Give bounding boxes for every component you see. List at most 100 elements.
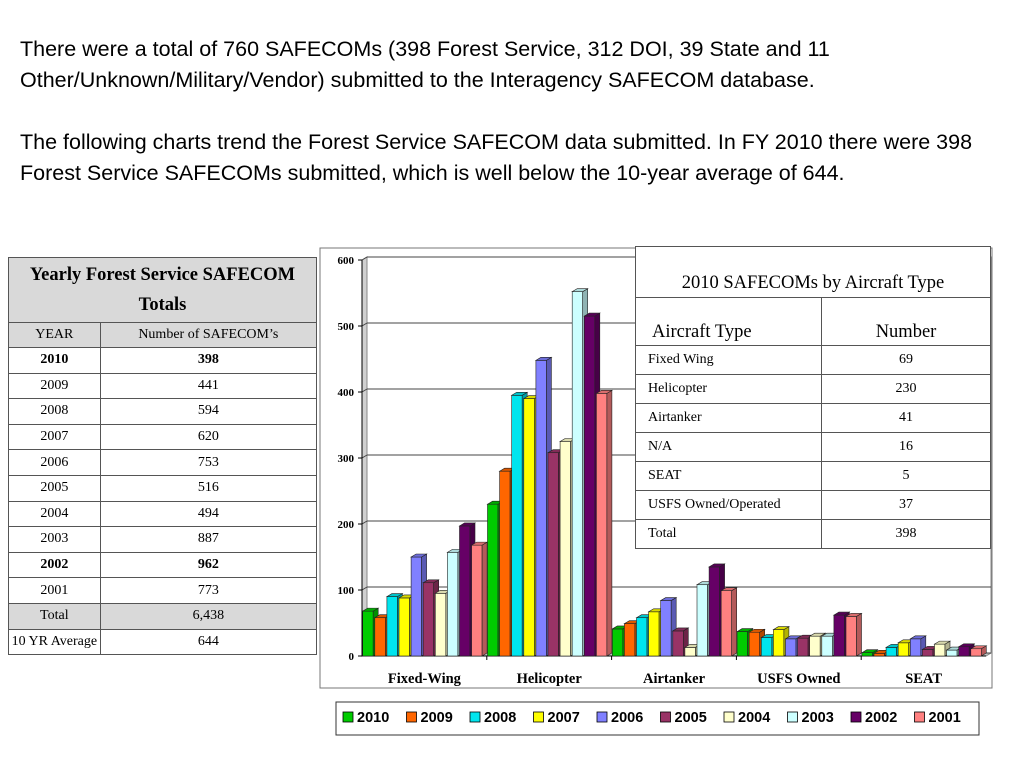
year-cell: 2002 bbox=[8, 551, 101, 579]
legend-label: 2004 bbox=[738, 710, 770, 726]
bar bbox=[636, 617, 648, 657]
bar-top bbox=[422, 579, 440, 584]
year-cell: 2007 bbox=[8, 423, 101, 451]
bar bbox=[547, 452, 559, 657]
year-cell: 2006 bbox=[8, 449, 101, 476]
legend-swatch bbox=[469, 711, 481, 723]
bar bbox=[909, 638, 922, 657]
yearly-table-title: Yearly Forest Service SAFECOM Totals bbox=[8, 257, 317, 323]
y-tick-label: 0 bbox=[349, 651, 355, 663]
y-tick-label: 500 bbox=[338, 321, 355, 333]
y-tick-label: 600 bbox=[338, 255, 355, 267]
bar bbox=[422, 582, 435, 657]
bar bbox=[523, 398, 535, 657]
legend-swatch bbox=[342, 711, 354, 723]
year-column-header: YEAR bbox=[8, 322, 101, 348]
bar bbox=[648, 611, 660, 657]
intro-paragraph-2: The following charts trend the Forest Se… bbox=[20, 130, 973, 185]
bar bbox=[511, 394, 523, 657]
table-row: Fixed Wing 69 bbox=[635, 345, 991, 375]
bar-top bbox=[772, 626, 790, 630]
aircraft-total-value: 398 bbox=[821, 519, 991, 549]
legend-label: 2006 bbox=[611, 710, 643, 726]
aircraft-number-cell: 37 bbox=[821, 490, 991, 520]
legend-label: 2002 bbox=[865, 710, 897, 726]
bar-top bbox=[844, 613, 863, 617]
count-cell: 594 bbox=[99, 398, 318, 425]
bar bbox=[833, 614, 845, 657]
yearly-totals-table: Yearly Forest Service SAFECOM Totals YEA… bbox=[8, 257, 318, 656]
x-category-label: Helicopter bbox=[517, 671, 583, 687]
bar-top bbox=[736, 628, 754, 632]
table-row: 2008 594 bbox=[8, 398, 318, 425]
bar bbox=[596, 393, 608, 657]
intro-paragraph-1: There were a total of 760 SAFECOMs (398 … bbox=[20, 37, 830, 92]
bar bbox=[398, 597, 410, 657]
bar-top bbox=[410, 553, 428, 558]
bar bbox=[946, 649, 958, 657]
table-row: Airtanker 41 bbox=[635, 403, 991, 433]
bar-top bbox=[595, 390, 613, 394]
bar bbox=[885, 647, 897, 657]
bar bbox=[535, 360, 547, 657]
aircraft-number-cell: 16 bbox=[821, 432, 991, 462]
year-cell: 2003 bbox=[8, 526, 101, 553]
bar bbox=[748, 631, 761, 657]
legend-swatch bbox=[787, 711, 798, 723]
gridline-side bbox=[361, 454, 368, 459]
y-tick-label: 300 bbox=[338, 453, 355, 465]
bar bbox=[958, 646, 970, 657]
count-column-header: Number of SAFECOM’s bbox=[99, 322, 318, 348]
bar-top bbox=[832, 611, 851, 616]
bar-top bbox=[458, 522, 477, 527]
bar bbox=[487, 503, 499, 657]
bar bbox=[785, 638, 797, 657]
legend-swatch bbox=[406, 711, 417, 723]
legend-swatch bbox=[723, 711, 735, 723]
bar bbox=[410, 556, 422, 657]
bar-top bbox=[748, 628, 766, 633]
bar-top bbox=[808, 632, 827, 637]
bar bbox=[760, 637, 773, 657]
bar bbox=[708, 566, 720, 657]
bar-side bbox=[731, 587, 738, 657]
aircraft-number-cell: 230 bbox=[821, 374, 991, 404]
bar bbox=[873, 653, 885, 657]
aircraft-type-table: 2010 SAFECOMs by Aircraft Type Aircraft … bbox=[635, 246, 991, 549]
bar-top bbox=[708, 563, 726, 568]
bar bbox=[386, 596, 398, 657]
table-row: 2001 773 bbox=[8, 577, 318, 604]
bar bbox=[447, 552, 459, 657]
aircraft-number-cell: 41 bbox=[821, 403, 991, 433]
bar bbox=[459, 525, 471, 657]
aircraft-type-header: Aircraft Type bbox=[635, 297, 822, 346]
y-tick-label: 400 bbox=[338, 387, 355, 399]
aircraft-type-cell: Fixed Wing bbox=[635, 345, 822, 375]
average-label: 10 YR Average bbox=[8, 628, 101, 656]
bar bbox=[611, 628, 624, 657]
aircraft-total-label: Total bbox=[635, 519, 822, 549]
bar bbox=[434, 592, 447, 657]
average-value: 644 bbox=[99, 628, 318, 656]
aircraft-table-title: 2010 SAFECOMs by Aircraft Type bbox=[635, 246, 991, 298]
bar bbox=[922, 649, 934, 657]
bar bbox=[374, 617, 386, 657]
legend-label: 2009 bbox=[421, 710, 453, 726]
gridline-side bbox=[361, 388, 368, 393]
bar bbox=[696, 584, 708, 657]
legend-label: 2001 bbox=[929, 710, 961, 726]
bar bbox=[559, 441, 571, 657]
table-row: USFS Owned/Operated 37 bbox=[635, 490, 991, 520]
bar bbox=[773, 629, 785, 657]
aircraft-type-cell: USFS Owned/Operated bbox=[635, 490, 822, 520]
bar bbox=[672, 630, 684, 657]
aircraft-type-cell: Airtanker bbox=[635, 403, 822, 433]
gridline-side bbox=[361, 520, 368, 525]
legend-label: 2008 bbox=[484, 710, 516, 726]
bar-top bbox=[534, 357, 553, 361]
bar-side bbox=[481, 541, 488, 657]
legend-label: 2003 bbox=[802, 710, 834, 726]
x-category-label: Airtanker bbox=[643, 671, 706, 687]
bar bbox=[471, 544, 483, 657]
bar bbox=[970, 648, 982, 657]
